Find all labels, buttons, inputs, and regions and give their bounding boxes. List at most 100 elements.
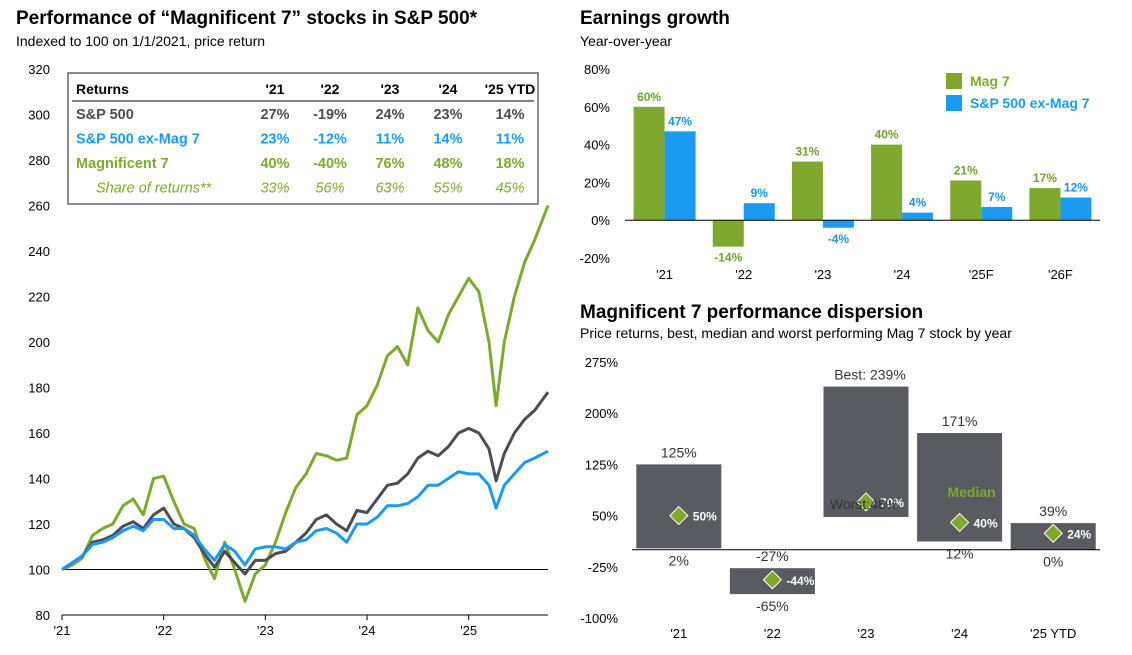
returns-table: Returns '21 '22 '23 '24 '25 YTD S&P 500 27% -19%… xyxy=(67,72,539,205)
left-chart-title: Performance of “Magnificent 7” stocks in… xyxy=(16,8,478,29)
performance-line-chart: 80 100 120 140 160 180 200 220 240 260 280 300 320 '2… xyxy=(28,62,550,638)
bar-ex-mag7 xyxy=(664,131,696,221)
x-tick-label: '21 xyxy=(670,626,687,641)
legend-swatch-mag7 xyxy=(946,73,962,89)
y-tick-label: 0% xyxy=(591,213,610,228)
table-cell: -40% xyxy=(313,156,347,172)
table-cell: 24% xyxy=(375,107,404,123)
table-cell: 45% xyxy=(495,181,524,197)
data-label: -14% xyxy=(714,251,742,265)
x-tick-label: '21 xyxy=(54,623,71,638)
data-label: 7% xyxy=(988,190,1006,204)
worst-label: 12% xyxy=(946,546,974,562)
table-cell: 23% xyxy=(433,107,462,123)
table-cell: -12% xyxy=(313,132,347,148)
bar-mag7 xyxy=(712,220,744,247)
median-diamond xyxy=(762,570,783,590)
series-line-sp500 xyxy=(61,391,550,576)
y-tick-label: 40% xyxy=(584,138,610,153)
x-tick-label: '25F xyxy=(969,267,994,282)
table-header-label: Returns xyxy=(76,81,129,97)
series-line-mag7 xyxy=(61,204,550,603)
bar-mag7 xyxy=(950,180,982,221)
y-tick-label: 240 xyxy=(28,244,50,259)
table-cell: 48% xyxy=(433,156,462,172)
median-diamond xyxy=(949,512,970,533)
y-tick-label: 20% xyxy=(584,175,610,190)
median-label: 40% xyxy=(974,516,998,530)
earnings-bar-chart: -20% 0% 20% 40% 60% 80% 60% 47% '21 -14% 9% '22 31% -… xyxy=(580,62,1100,282)
median-label: 70% xyxy=(880,496,904,510)
table-cell: 11% xyxy=(376,132,404,148)
data-label: 9% xyxy=(751,186,769,200)
y-tick-label: 80% xyxy=(584,62,610,77)
table-cell: 11% xyxy=(496,132,524,148)
y-tick-label: 320 xyxy=(28,62,50,77)
data-label: 47% xyxy=(668,114,692,128)
bar-ex-mag7 xyxy=(902,212,934,221)
data-label: 4% xyxy=(909,196,927,210)
best-label: 39% xyxy=(1039,503,1067,519)
x-tick-label: '24 xyxy=(894,267,911,282)
table-header-cell: '25 YTD xyxy=(485,81,536,97)
table-cell: 14% xyxy=(495,107,524,123)
y-tick-label: 200 xyxy=(28,335,50,350)
x-tick-label: '24 xyxy=(951,626,968,641)
worst-label: -65% xyxy=(756,598,789,614)
data-label: 60% xyxy=(637,90,661,104)
table-cell: 56% xyxy=(315,181,344,197)
best-label: 171% xyxy=(942,413,978,429)
best-label: 125% xyxy=(661,444,697,460)
bar-mag7 xyxy=(791,161,823,221)
data-label: -4% xyxy=(828,232,850,246)
y-tick-label: 100 xyxy=(28,563,50,578)
y-tick-label: -100% xyxy=(580,611,618,626)
y-tick-label: 120 xyxy=(28,517,50,532)
table-frame xyxy=(67,72,539,205)
table-cell: 40% xyxy=(260,156,289,172)
data-label: 12% xyxy=(1064,181,1088,195)
table-cell: 63% xyxy=(375,181,404,197)
bar-ex-mag7 xyxy=(743,203,775,221)
table-cell: 23% xyxy=(260,132,289,148)
bar-mag7 xyxy=(871,144,903,221)
table-cell: 27% xyxy=(260,107,289,123)
worst-label: 0% xyxy=(1043,554,1063,570)
table-cell: 76% xyxy=(375,156,404,172)
table-header-cell: '22 xyxy=(321,81,340,97)
best-label: Best: 239% xyxy=(834,367,906,383)
dispersion-chart-subtitle: Price returns, best, median and worst pe… xyxy=(580,325,1012,341)
earnings-chart-subtitle: Year-over-year xyxy=(580,33,672,49)
table-header-cell: '24 xyxy=(439,81,458,97)
y-tick-label: -20% xyxy=(580,251,611,266)
table-row-label: S&P 500 xyxy=(76,107,134,123)
median-label: -44% xyxy=(786,574,814,588)
earnings-chart-title: Earnings growth xyxy=(580,8,730,29)
median-diamond xyxy=(669,505,689,526)
table-header-cell: '23 xyxy=(381,81,400,97)
y-tick-label: 140 xyxy=(28,472,50,487)
y-tick-label: 260 xyxy=(28,199,50,214)
x-tick-label: '22 xyxy=(764,626,781,641)
table-cell: 55% xyxy=(433,181,462,197)
median-diamond xyxy=(856,492,876,512)
worst-label: Worst:48% xyxy=(830,496,898,512)
median-legend-label: Median xyxy=(947,484,995,500)
table-row-label: S&P 500 ex-Mag 7 xyxy=(76,132,200,148)
median-label: 24% xyxy=(1067,527,1091,541)
legend-label-mag7: Mag 7 xyxy=(970,73,1010,89)
y-tick-label: 200% xyxy=(585,406,619,421)
median-diamond xyxy=(1043,523,1063,544)
x-tick-label: '23 xyxy=(257,623,274,638)
x-tick-label: '24 xyxy=(359,623,376,638)
bar-mag7 xyxy=(633,106,665,221)
x-tick-label: '22 xyxy=(735,267,752,282)
worst-label: 2% xyxy=(669,552,689,568)
x-tick-label: '21 xyxy=(656,267,673,282)
left-chart-subtitle: Indexed to 100 on 1/1/2021, price return xyxy=(16,33,265,49)
best-label: -27% xyxy=(756,548,789,564)
bar-mag7 xyxy=(1029,188,1061,221)
x-tick-label: '26F xyxy=(1048,267,1073,282)
y-tick-label: 125% xyxy=(585,457,619,472)
y-tick-label: 220 xyxy=(28,290,50,305)
